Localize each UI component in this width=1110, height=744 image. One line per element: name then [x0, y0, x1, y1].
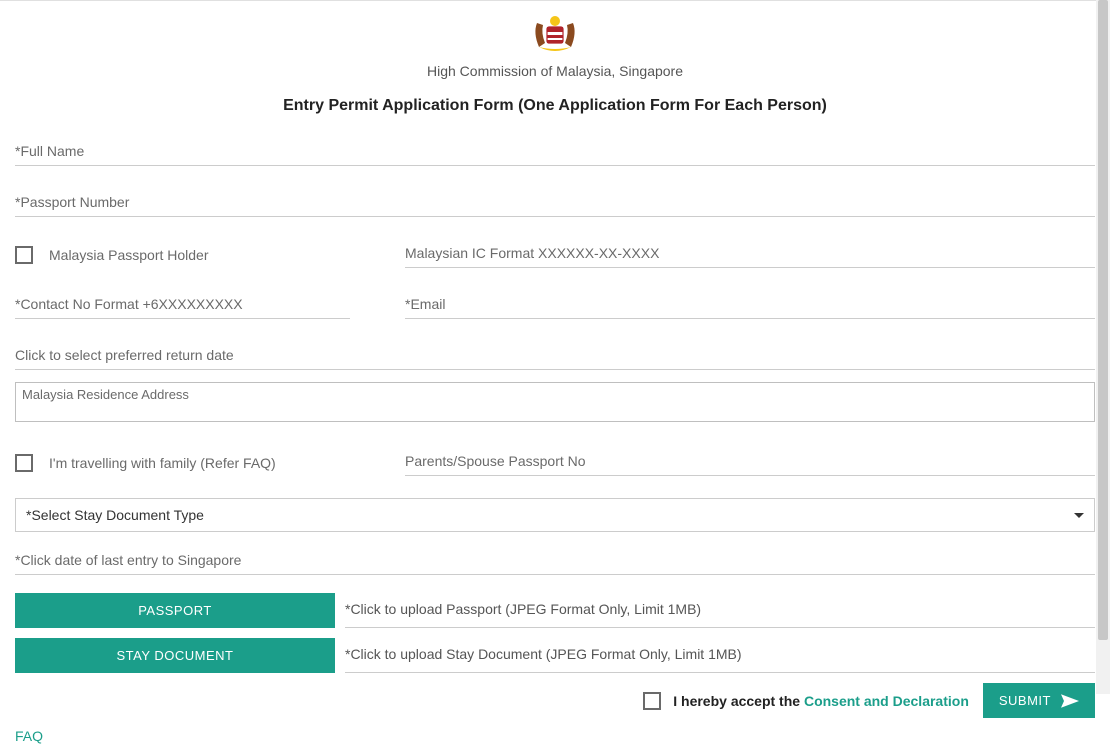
upload-staydoc-button[interactable]: STAY DOCUMENT	[15, 638, 335, 673]
consent-declaration-link[interactable]: Consent and Declaration	[804, 693, 969, 709]
upload-passport-hint[interactable]: *Click to upload Passport (JPEG Format O…	[345, 593, 1095, 628]
return-date-input[interactable]	[15, 341, 1095, 370]
organization-name: High Commission of Malaysia, Singapore	[15, 63, 1095, 79]
consent-text: I hereby accept the Consent and Declarat…	[673, 693, 969, 709]
scrollbar-thumb[interactable]	[1098, 0, 1108, 640]
last-entry-date-input[interactable]	[15, 546, 1095, 575]
malaysia-passport-holder-checkbox[interactable]	[15, 246, 33, 264]
stay-document-type-select[interactable]: *Select Stay Document Type	[15, 498, 1095, 532]
malaysia-passport-holder-label: Malaysia Passport Holder	[49, 247, 209, 263]
passport-number-input[interactable]	[15, 188, 1095, 217]
submit-button[interactable]: SUBMIT	[983, 683, 1095, 718]
chevron-down-icon	[1074, 513, 1084, 518]
ic-number-input[interactable]	[405, 239, 1095, 268]
full-name-input[interactable]	[15, 137, 1095, 166]
stay-document-type-value: *Select Stay Document Type	[26, 507, 204, 523]
upload-staydoc-hint[interactable]: *Click to upload Stay Document (JPEG For…	[345, 638, 1095, 673]
consent-checkbox[interactable]	[643, 692, 661, 710]
send-icon	[1061, 694, 1079, 708]
upload-passport-button[interactable]: PASSPORT	[15, 593, 335, 628]
contact-number-input[interactable]	[15, 290, 350, 319]
travelling-with-family-label: I'm travelling with family (Refer FAQ)	[49, 455, 276, 471]
travelling-with-family-checkbox[interactable]	[15, 454, 33, 472]
page-title: Entry Permit Application Form (One Appli…	[15, 97, 1095, 115]
residence-address-textarea[interactable]	[15, 382, 1095, 422]
email-input[interactable]	[405, 290, 1095, 319]
parent-spouse-passport-input[interactable]	[405, 447, 1095, 476]
faq-link[interactable]: FAQ	[15, 728, 1095, 744]
vertical-scrollbar[interactable]	[1096, 0, 1110, 694]
crest-image	[525, 13, 585, 55]
